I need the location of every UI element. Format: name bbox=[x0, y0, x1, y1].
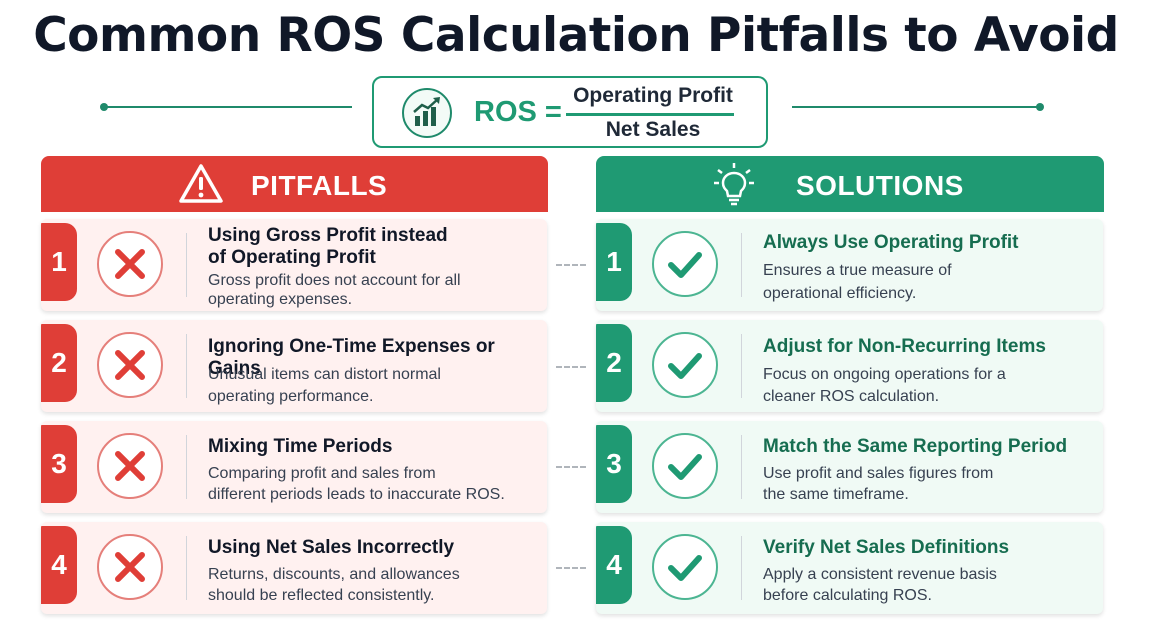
line-dot bbox=[1036, 103, 1044, 111]
solution-desc-cont: the same timeframe. bbox=[763, 486, 909, 503]
check-mark-icon bbox=[652, 231, 718, 297]
card-divider bbox=[186, 334, 187, 398]
pitfall-number: 2 bbox=[41, 324, 77, 402]
solutions-header: SOLUTIONS bbox=[596, 156, 1104, 212]
connector-line bbox=[556, 366, 586, 368]
pitfall-desc: Returns, discounts, and allowances bbox=[208, 566, 460, 583]
solution-number: 1 bbox=[596, 223, 632, 301]
solution-desc: Apply a consistent revenue basis bbox=[763, 566, 997, 583]
solution-desc: Focus on ongoing operations for a bbox=[763, 366, 1006, 383]
card-divider bbox=[741, 536, 742, 600]
pitfall-desc: Gross profit does not account for all bbox=[208, 272, 461, 289]
x-mark-icon bbox=[97, 534, 163, 600]
solution-desc-cont: cleaner ROS calculation. bbox=[763, 388, 940, 405]
solutions-header-label: SOLUTIONS bbox=[796, 170, 964, 201]
solution-desc-cont: operational efficiency. bbox=[763, 285, 917, 302]
connector-line bbox=[556, 567, 586, 569]
pitfall-card-1: 1 Using Gross Profit instead of Operatin… bbox=[41, 219, 547, 311]
check-mark-icon bbox=[652, 534, 718, 600]
x-mark-icon bbox=[97, 332, 163, 398]
page-title: Common ROS Calculation Pitfalls to Avoid bbox=[33, 8, 1119, 63]
pitfall-number: 1 bbox=[41, 223, 77, 301]
solution-number: 3 bbox=[596, 425, 632, 503]
formula-denominator: Net Sales bbox=[605, 118, 701, 141]
check-mark-icon bbox=[652, 332, 718, 398]
pitfall-number: 3 bbox=[41, 425, 77, 503]
decorative-line-right bbox=[792, 103, 1044, 111]
solution-card-1: 1 Always Use Operating Profit Ensures a … bbox=[596, 219, 1103, 311]
solution-desc: Use profit and sales figures from bbox=[763, 465, 994, 482]
pitfall-desc: Comparing profit and sales from bbox=[208, 465, 436, 482]
formula-lhs: ROS = bbox=[474, 96, 562, 128]
pitfall-title: Mixing Time Periods bbox=[208, 436, 393, 457]
lightbulb-icon bbox=[712, 160, 756, 213]
pitfall-card-3: 3 Mixing Time Periods Comparing profit a… bbox=[41, 421, 547, 513]
pitfall-desc-cont: different periods leads to inaccurate RO… bbox=[208, 486, 505, 503]
solution-card-4: 4 Verify Net Sales Definitions Apply a c… bbox=[596, 522, 1103, 614]
solution-desc: Ensures a true measure of bbox=[763, 262, 952, 279]
growth-chart-icon bbox=[402, 88, 452, 138]
solution-card-3: 3 Match the Same Reporting Period Use pr… bbox=[596, 421, 1103, 513]
pitfall-card-2: 2 Ignoring One-Time Expenses or Gains Un… bbox=[41, 320, 547, 412]
pitfall-title: Ignoring One-Time Expenses or Gains bbox=[208, 336, 495, 379]
pitfall-title-cont: of Operating Profit bbox=[208, 247, 376, 268]
card-divider bbox=[741, 435, 742, 499]
pitfall-title: Using Gross Profit instead bbox=[208, 225, 448, 246]
ros-formula-box: ROS = Operating Profit Net Sales bbox=[372, 76, 768, 148]
solution-title: Adjust for Non-Recurring Items bbox=[763, 336, 1046, 357]
check-mark-icon bbox=[652, 433, 718, 499]
solution-desc-cont: before calculating ROS. bbox=[763, 587, 932, 604]
solution-title: Match the Same Reporting Period bbox=[763, 436, 1068, 457]
card-divider bbox=[741, 334, 742, 398]
solution-number: 2 bbox=[596, 324, 632, 402]
pitfall-title: Using Net Sales Incorrectly bbox=[208, 537, 455, 558]
pitfall-desc-cont: operating performance. bbox=[208, 388, 374, 405]
pitfall-desc-cont: operating expenses. bbox=[208, 291, 353, 308]
fraction-bar bbox=[566, 113, 734, 116]
x-mark-icon bbox=[97, 433, 163, 499]
card-divider bbox=[186, 233, 187, 297]
x-mark-icon bbox=[97, 231, 163, 297]
connector-line bbox=[556, 264, 586, 266]
decorative-line-left bbox=[100, 103, 352, 111]
card-divider bbox=[741, 233, 742, 297]
pitfall-card-4: 4 Using Net Sales Incorrectly Returns, d… bbox=[41, 522, 547, 614]
card-divider bbox=[186, 435, 187, 499]
card-divider bbox=[186, 536, 187, 600]
pitfall-desc: Unusual items can distort normal bbox=[208, 366, 441, 383]
pitfall-desc-cont: should be reflected consistently. bbox=[208, 587, 435, 604]
solution-title: Verify Net Sales Definitions bbox=[763, 537, 1010, 558]
pitfalls-header-label: PITFALLS bbox=[251, 170, 388, 201]
line-dot bbox=[100, 103, 108, 111]
warning-icon bbox=[177, 162, 225, 211]
formula-numerator: Operating Profit bbox=[573, 84, 733, 107]
solution-card-2: 2 Adjust for Non-Recurring Items Focus o… bbox=[596, 320, 1103, 412]
connector-line bbox=[556, 466, 586, 468]
solution-number: 4 bbox=[596, 526, 632, 604]
pitfall-number: 4 bbox=[41, 526, 77, 604]
solution-title: Always Use Operating Profit bbox=[763, 232, 1019, 253]
pitfalls-header: PITFALLS bbox=[41, 156, 548, 212]
